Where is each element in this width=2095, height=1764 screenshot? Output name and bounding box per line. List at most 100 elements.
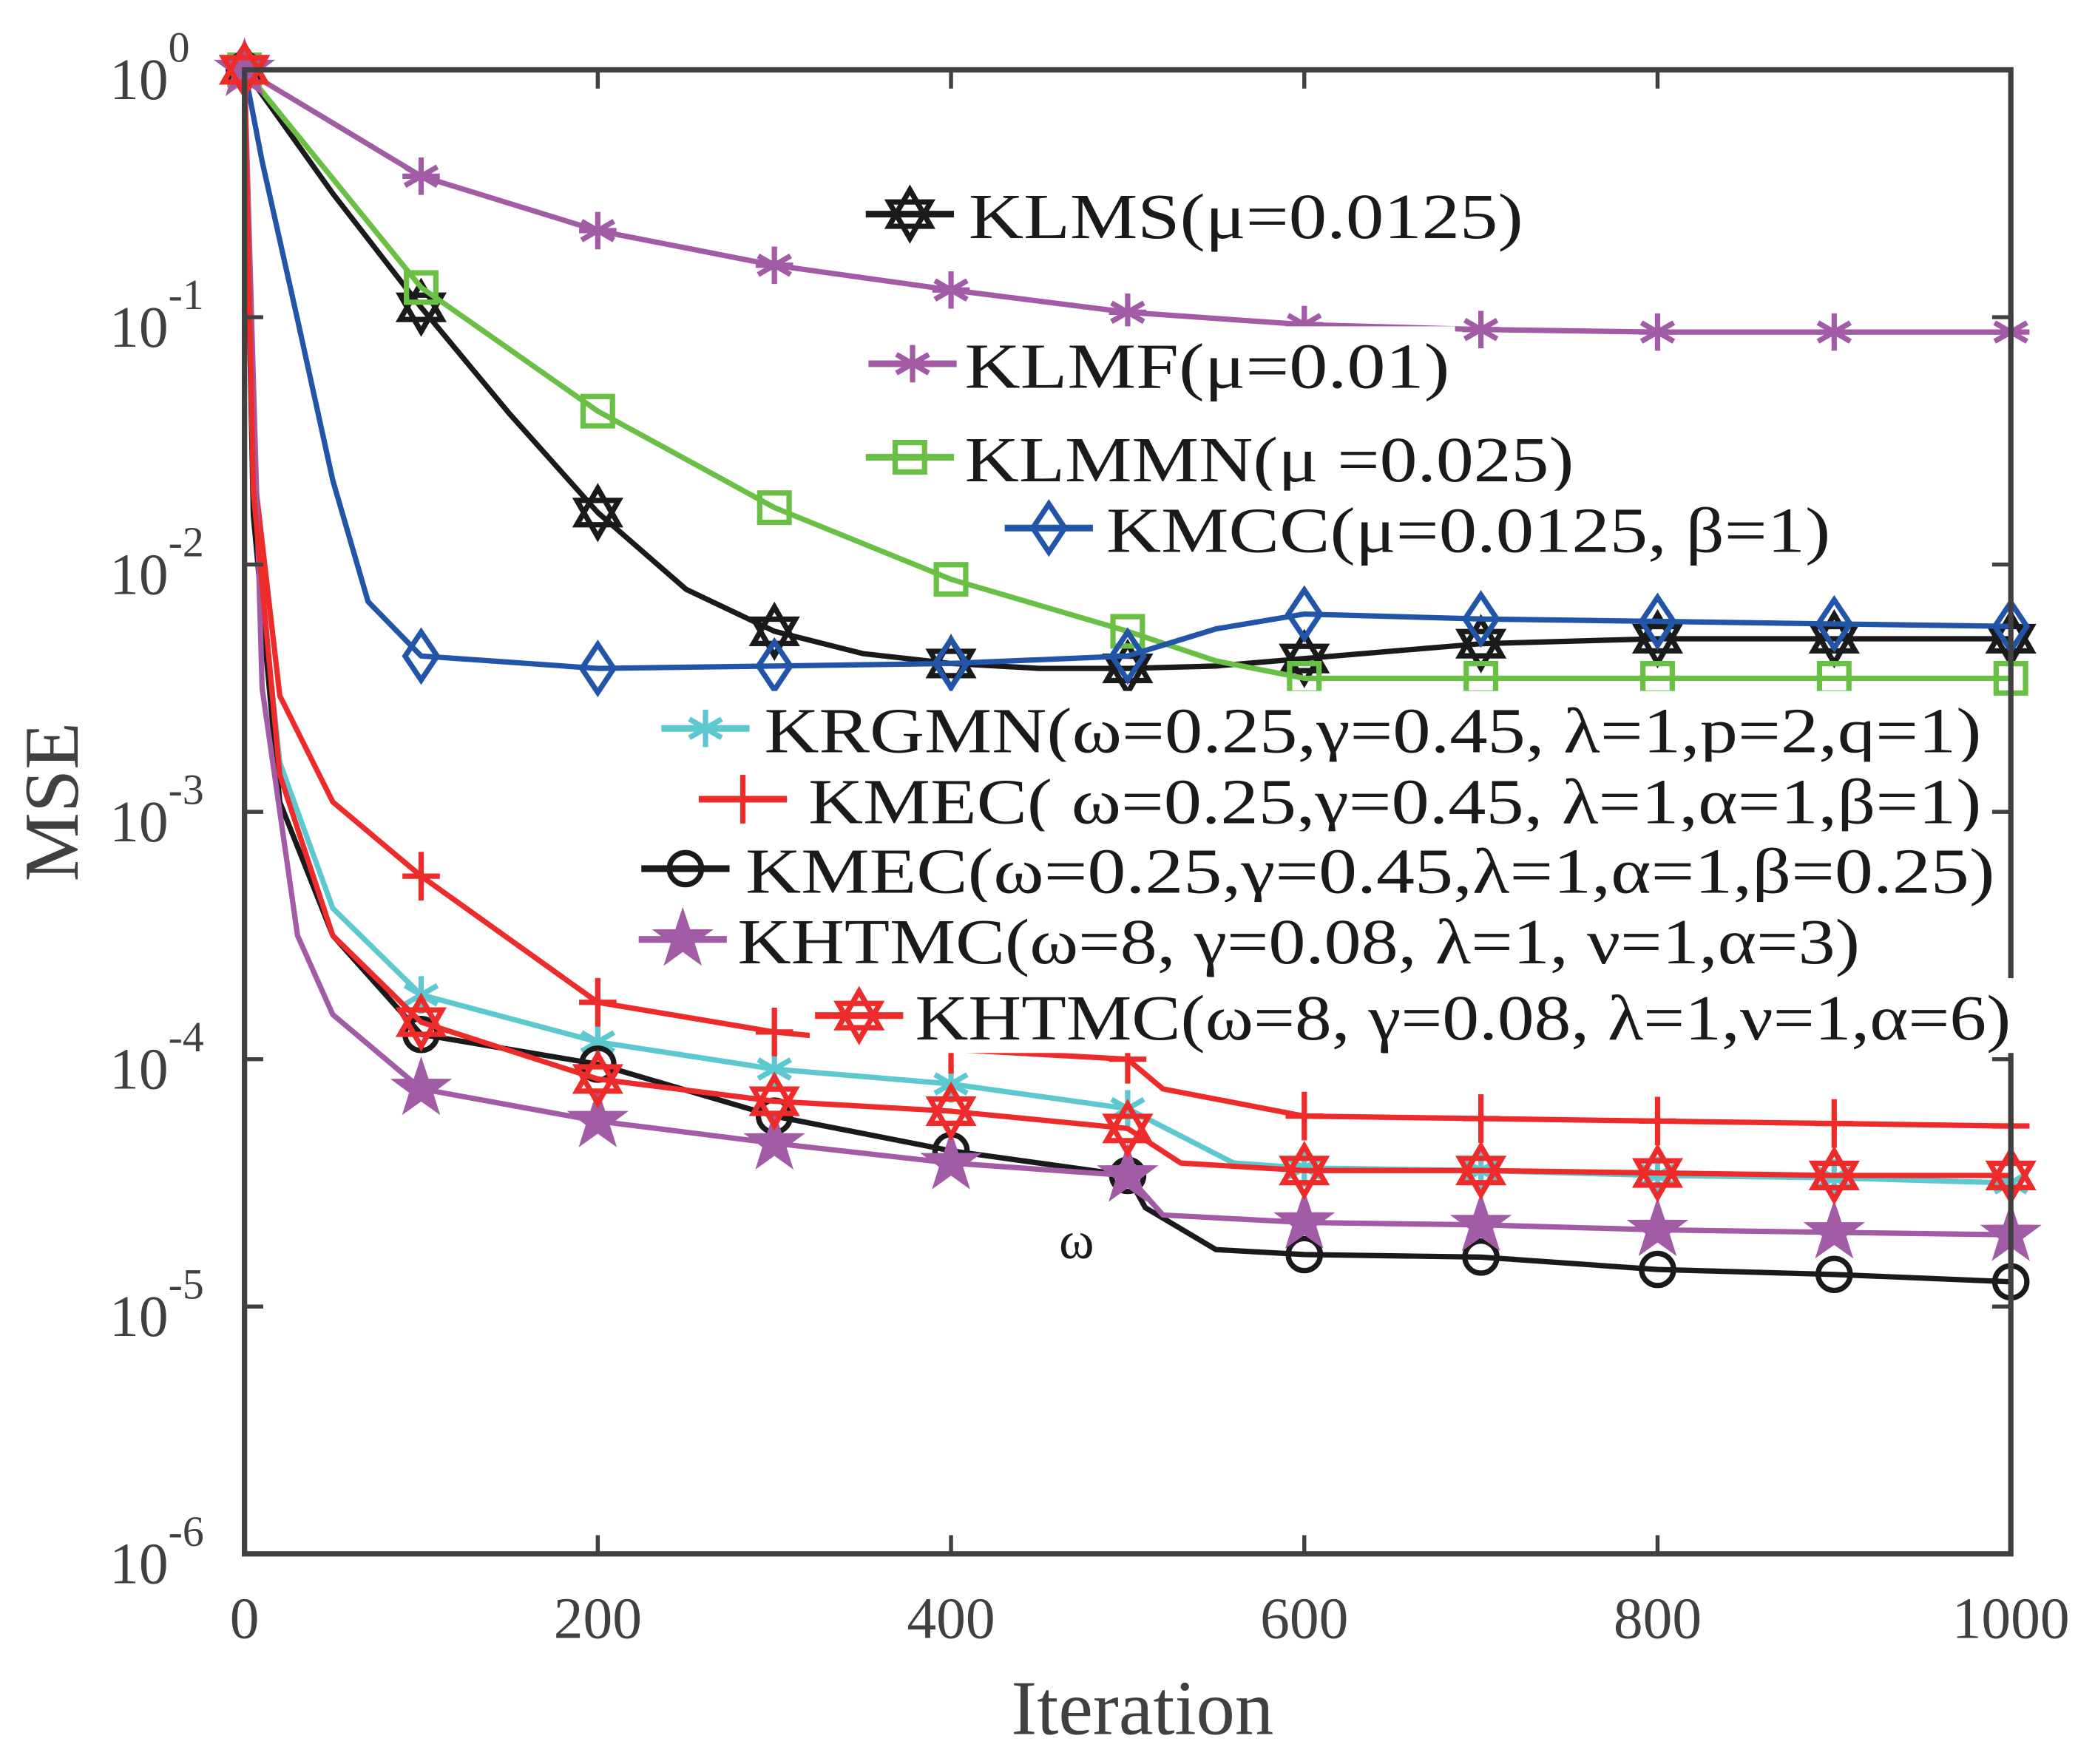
data-point-marker bbox=[1639, 1096, 1676, 1146]
data-point-marker bbox=[743, 1110, 805, 1170]
legend-entry-background bbox=[860, 177, 1529, 252]
y-tick-label: 10-6 bbox=[109, 1507, 204, 1597]
data-point-marker bbox=[1462, 1238, 1500, 1276]
y-tick-label: 10-2 bbox=[109, 518, 204, 608]
y-tick-label: 10-1 bbox=[109, 271, 204, 360]
y-tick-exponent: -5 bbox=[169, 1260, 204, 1308]
data-point-marker bbox=[1638, 592, 1677, 651]
data-point-marker bbox=[932, 634, 971, 693]
data-point-marker bbox=[748, 1071, 800, 1131]
legend-label: KMEC( ω=0.25,γ=0.45, λ=1,α=1,β=1) bbox=[808, 767, 1981, 838]
data-point-marker bbox=[1815, 1099, 1853, 1148]
data-point-marker bbox=[402, 627, 441, 685]
legend-label: KLMMN(μ =0.025) bbox=[964, 424, 1574, 495]
series-lines bbox=[214, 37, 2042, 1301]
y-tick-exponent: -4 bbox=[169, 1013, 204, 1061]
data-point-marker bbox=[1631, 1143, 1684, 1203]
data-point-marker bbox=[1461, 590, 1500, 648]
legend-entry-background bbox=[693, 761, 1987, 837]
data-point-marker bbox=[579, 211, 617, 250]
axis-ticks: 0 200 400 600 800 100010010-110-210-310-410-5… bbox=[109, 24, 2070, 1652]
series-line bbox=[242, 69, 2011, 671]
data-point-marker bbox=[1815, 313, 1853, 351]
x-tick-label: 400 bbox=[907, 1587, 995, 1652]
y-tick-base: 10 bbox=[109, 1284, 168, 1349]
data-point-marker bbox=[1285, 585, 1324, 643]
data-point-marker bbox=[1639, 313, 1676, 351]
data-point-marker bbox=[1449, 1192, 1512, 1252]
y-tick-label: 10-4 bbox=[109, 1013, 204, 1102]
legend-entry-background bbox=[860, 419, 1580, 495]
legend-marker-icon bbox=[833, 986, 885, 1045]
y-tick-base: 10 bbox=[109, 295, 168, 360]
data-point-marker bbox=[404, 270, 439, 305]
x-tick-label: 800 bbox=[1614, 1587, 1702, 1652]
legend-entry-background bbox=[863, 326, 1455, 401]
data-point-marker bbox=[402, 157, 440, 195]
legend-label: KLMS(μ=0.0125) bbox=[969, 181, 1523, 252]
data-point-marker bbox=[1803, 1199, 1866, 1259]
data-point-marker bbox=[757, 490, 792, 526]
legend-marker-icon bbox=[688, 709, 723, 747]
legend-entry: KLMF(μ=0.01) bbox=[863, 326, 1455, 401]
data-point-marker bbox=[580, 393, 615, 429]
omega-annotation: ω bbox=[1059, 1211, 1094, 1270]
y-tick-exponent: -6 bbox=[169, 1507, 204, 1556]
legend-label: KMCC(μ=0.0125, β=1) bbox=[1106, 495, 1830, 566]
y-tick-base: 10 bbox=[109, 1037, 168, 1102]
x-tick-label: 1000 bbox=[1952, 1587, 2070, 1652]
legend-entry: KHTMC(ω=8, γ=0.08, λ=1, ν=1,α=3) bbox=[633, 902, 1866, 977]
data-point-marker bbox=[1639, 1250, 1676, 1289]
legend-entry-background bbox=[809, 978, 2017, 1054]
legend-entry: KHTMC(ω=8, γ=0.08, λ=1,ν=1,α=6) bbox=[809, 978, 2017, 1054]
data-point-marker bbox=[1285, 1091, 1324, 1141]
x-axis-label: Iteration bbox=[1011, 1666, 1273, 1751]
y-tick-exponent: -3 bbox=[169, 765, 204, 813]
legend-label: KLMF(μ=0.01) bbox=[964, 330, 1449, 401]
y-axis-label: MSE bbox=[9, 722, 95, 881]
legend-marker-icon bbox=[1029, 499, 1069, 557]
legend-marker-icon bbox=[666, 849, 705, 888]
legend-marker-icon bbox=[884, 184, 935, 244]
legend-marker-icon bbox=[893, 345, 932, 383]
data-point-marker bbox=[566, 1088, 629, 1147]
data-point-marker bbox=[1455, 614, 1507, 674]
legend-entry: KRGMN(ω=0.25,γ=0.45, λ=1,p=2,q=1) bbox=[656, 691, 1987, 767]
legend-marker-icon bbox=[892, 439, 927, 475]
data-point-marker bbox=[1808, 1145, 1860, 1206]
legend-entry: KMEC( ω=0.25,γ=0.45, λ=1,α=1,β=1) bbox=[693, 761, 1987, 838]
data-point-marker bbox=[1462, 1094, 1500, 1143]
legend-entry-background bbox=[633, 902, 1866, 977]
legend-label: KHTMC(ω=8, γ=0.08, λ=1, ν=1,α=3) bbox=[737, 906, 1860, 977]
legend-entry: KLMMN(μ =0.025) bbox=[860, 419, 1580, 495]
data-point-marker bbox=[578, 640, 617, 698]
y-tick-label: 100 bbox=[109, 24, 189, 113]
y-tick-exponent: 0 bbox=[169, 24, 190, 72]
data-point-marker bbox=[1815, 594, 1854, 653]
x-tick-label: 200 bbox=[554, 1587, 642, 1652]
legend-entry-background bbox=[999, 490, 1836, 566]
data-point-marker bbox=[1285, 1235, 1324, 1274]
series-line bbox=[242, 68, 2011, 682]
y-tick-base: 10 bbox=[109, 47, 168, 112]
y-tick-exponent: -2 bbox=[169, 518, 204, 566]
data-point-marker bbox=[395, 992, 447, 1052]
data-point-marker bbox=[1109, 294, 1147, 331]
y-tick-base: 10 bbox=[109, 790, 168, 855]
data-point-marker bbox=[1108, 627, 1147, 685]
series-line bbox=[242, 69, 2011, 1178]
data-point-marker bbox=[579, 977, 617, 1027]
data-point-marker bbox=[1815, 1255, 1853, 1294]
legend-marker-icon bbox=[651, 906, 714, 966]
legend-entry-background bbox=[656, 691, 1987, 766]
data-point-marker bbox=[402, 852, 440, 901]
y-tick-label: 10-5 bbox=[109, 1260, 204, 1349]
data-point-marker bbox=[1102, 1099, 1154, 1159]
data-point-marker bbox=[1462, 311, 1500, 349]
data-point-marker bbox=[1455, 1141, 1507, 1201]
data-point-marker bbox=[572, 1049, 623, 1109]
data-point-marker bbox=[1097, 1142, 1159, 1202]
y-tick-base: 10 bbox=[109, 542, 168, 607]
legend: KLMS(μ=0.0125) KLMF(μ=0.01) KLMMN(μ =0.025… bbox=[633, 177, 2017, 1054]
